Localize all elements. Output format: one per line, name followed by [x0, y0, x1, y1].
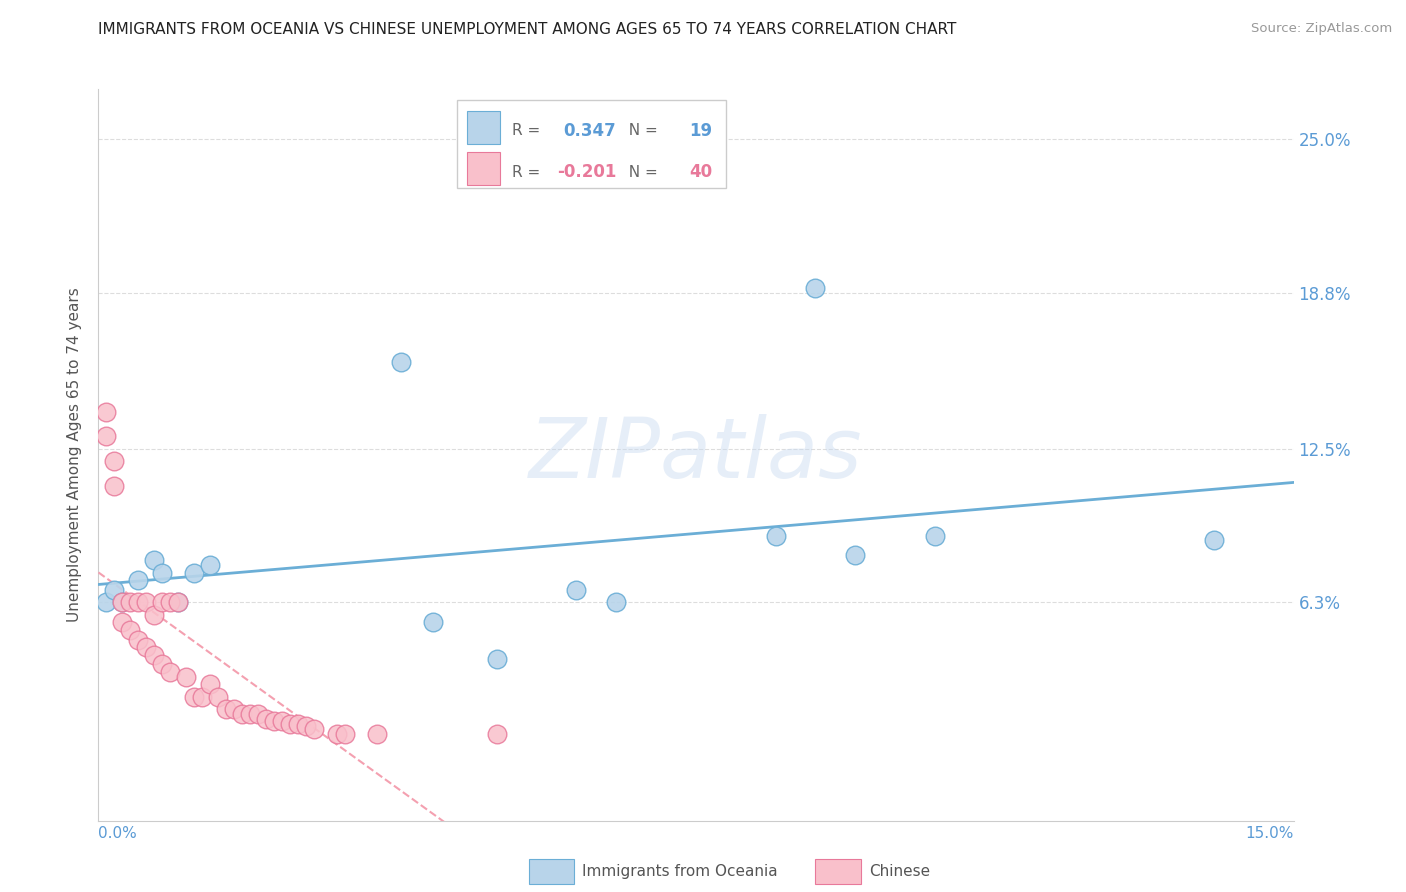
Point [254, 712, 277, 726]
Point [485, 652, 508, 666]
Point [127, 595, 149, 609]
Text: -0.201: -0.201 [557, 163, 617, 181]
Point [167, 595, 190, 609]
Point [485, 727, 508, 741]
Point [422, 615, 444, 630]
Text: 0.347: 0.347 [564, 122, 616, 140]
Point [270, 714, 292, 729]
Text: R =: R = [512, 165, 546, 179]
FancyBboxPatch shape [457, 100, 725, 188]
Point [198, 677, 221, 691]
Point [222, 702, 245, 716]
Point [96, 429, 118, 443]
Text: IMMIGRANTS FROM OCEANIA VS CHINESE UNEMPLOYMENT AMONG AGES 65 TO 74 YEARS CORREL: IMMIGRANTS FROM OCEANIA VS CHINESE UNEMP… [98, 22, 957, 37]
Point [765, 528, 787, 542]
Point [302, 722, 325, 736]
Point [96, 404, 118, 418]
Text: 40: 40 [689, 163, 711, 181]
Point [294, 719, 316, 733]
Text: Source: ZipAtlas.com: Source: ZipAtlas.com [1251, 22, 1392, 36]
Point [150, 595, 173, 609]
Point [159, 665, 181, 679]
Point [167, 595, 190, 609]
Point [389, 355, 412, 369]
Point [120, 623, 142, 637]
Point [287, 717, 309, 731]
FancyBboxPatch shape [467, 112, 501, 145]
Point [143, 607, 166, 622]
Point [127, 632, 149, 647]
Point [111, 615, 134, 630]
Y-axis label: Unemployment Among Ages 65 to 74 years: Unemployment Among Ages 65 to 74 years [67, 287, 83, 623]
Text: N =: N = [620, 165, 664, 179]
Point [924, 528, 946, 542]
Point [183, 566, 205, 580]
Text: N =: N = [620, 123, 664, 138]
Point [326, 727, 349, 741]
Point [120, 595, 142, 609]
Text: R =: R = [512, 123, 546, 138]
Point [159, 595, 181, 609]
Point [215, 702, 238, 716]
Point [127, 573, 149, 587]
Point [135, 640, 157, 654]
Point [198, 558, 221, 573]
FancyBboxPatch shape [467, 153, 501, 186]
Point [103, 582, 125, 597]
Point [335, 727, 357, 741]
Point [207, 690, 229, 704]
Point [135, 595, 157, 609]
Point [150, 566, 173, 580]
Point [804, 280, 827, 294]
Point [103, 479, 125, 493]
FancyBboxPatch shape [815, 859, 860, 884]
Point [246, 706, 269, 721]
Text: Immigrants from Oceania: Immigrants from Oceania [582, 864, 778, 880]
Point [143, 648, 166, 662]
Point [844, 549, 866, 563]
Point [191, 690, 214, 704]
Point [263, 714, 285, 729]
Point [1202, 533, 1225, 548]
Text: 0.0%: 0.0% [98, 826, 138, 840]
Point [143, 553, 166, 567]
Point [231, 706, 253, 721]
Point [174, 670, 197, 684]
Text: Chinese: Chinese [869, 864, 931, 880]
Text: 15.0%: 15.0% [1246, 826, 1294, 840]
Point [96, 595, 118, 609]
Point [183, 690, 205, 704]
Point [278, 717, 301, 731]
Point [150, 657, 173, 672]
Point [111, 595, 134, 609]
Point [111, 595, 134, 609]
Point [565, 582, 588, 597]
Point [239, 706, 262, 721]
Text: ZIPatlas: ZIPatlas [529, 415, 863, 495]
FancyBboxPatch shape [529, 859, 574, 884]
Text: 19: 19 [689, 122, 711, 140]
Point [605, 595, 627, 609]
Point [103, 454, 125, 468]
Point [366, 727, 388, 741]
